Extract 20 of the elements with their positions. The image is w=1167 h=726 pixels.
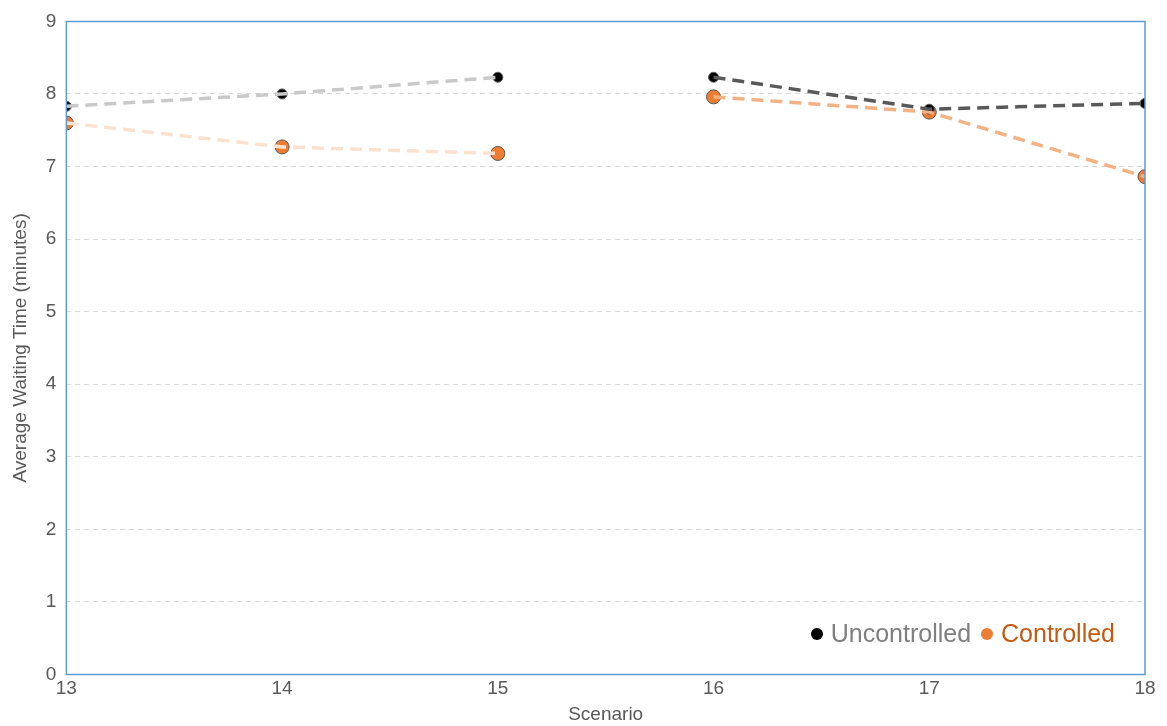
x-tick-label: 14 <box>271 677 294 699</box>
y-tick-label: 2 <box>45 517 57 539</box>
legend-label: Controlled <box>1001 619 1115 649</box>
y-tick-label: 3 <box>45 444 57 466</box>
x-tick-label: 13 <box>55 677 77 699</box>
y-tick-label: 0 <box>45 662 57 684</box>
x-tick-label: 17 <box>918 677 940 699</box>
legend-label: Uncontrolled <box>830 619 972 649</box>
y-tick-label: 8 <box>45 82 57 104</box>
x-tick-label: 15 <box>487 677 509 699</box>
y-tick-label: 4 <box>45 372 57 394</box>
x-tick-label: 18 <box>1134 677 1156 699</box>
y-tick-label: 6 <box>45 227 57 249</box>
y-axis-title: Average Waiting Time (minutes) <box>8 213 30 483</box>
x-tick-label: 16 <box>702 677 725 699</box>
y-tick-label: 5 <box>45 299 57 321</box>
y-tick-label: 9 <box>45 9 57 31</box>
x-axis-title: Scenario <box>568 702 644 724</box>
y-tick-label: 7 <box>45 154 57 176</box>
y-tick-label: 1 <box>45 590 57 612</box>
